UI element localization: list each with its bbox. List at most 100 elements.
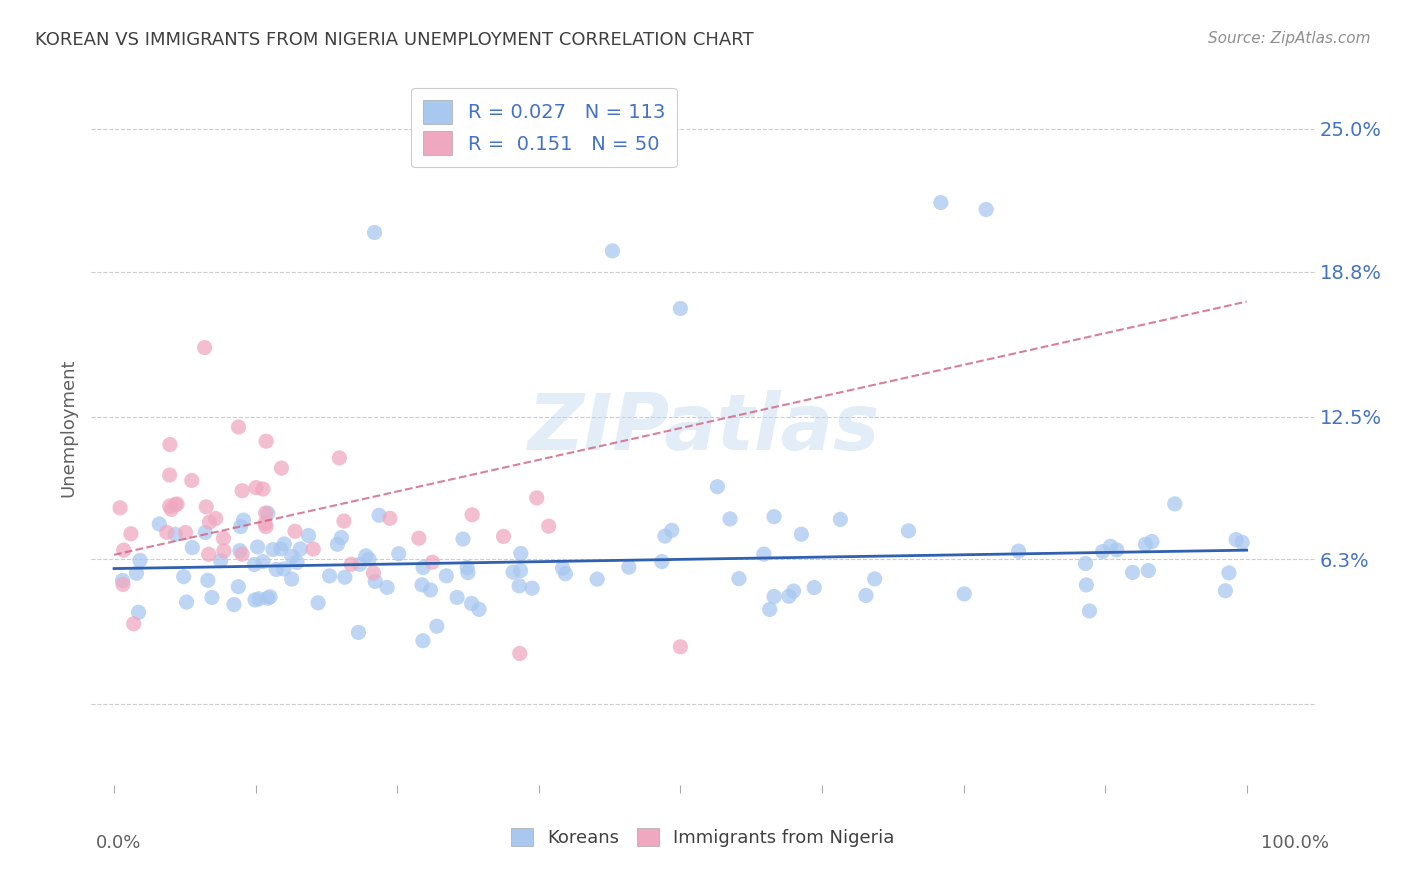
Point: [1105, 542, 1128, 557]
Point: [1099, 539, 1122, 553]
Point: [222, 598, 245, 612]
Point: [197, 547, 219, 561]
Point: [1074, 557, 1097, 571]
Point: [509, 647, 531, 661]
Point: [302, 542, 325, 557]
Point: [252, 555, 274, 569]
Point: [280, 572, 302, 586]
Text: 100.0%: 100.0%: [1261, 834, 1329, 852]
Point: [122, 616, 145, 631]
Point: [254, 516, 277, 531]
Point: [617, 560, 640, 574]
Point: [259, 590, 281, 604]
Point: [551, 561, 574, 575]
Point: [375, 580, 398, 594]
Point: [1215, 583, 1237, 598]
Point: [246, 540, 269, 554]
Point: [112, 543, 135, 558]
Point: [173, 569, 195, 583]
Point: [243, 593, 266, 607]
Point: [270, 541, 292, 556]
Point: [758, 602, 780, 616]
Point: [460, 596, 482, 610]
Point: [204, 511, 226, 525]
Point: [554, 566, 576, 581]
Point: [318, 569, 340, 583]
Point: [378, 511, 401, 525]
Point: [357, 552, 380, 566]
Point: [974, 202, 997, 217]
Point: [198, 515, 221, 529]
Point: [201, 591, 224, 605]
Point: [1218, 566, 1240, 580]
Point: [388, 547, 411, 561]
Point: [328, 450, 350, 465]
Point: [411, 578, 433, 592]
Point: [1007, 544, 1029, 558]
Point: [520, 581, 543, 595]
Point: [194, 525, 217, 540]
Point: [1076, 578, 1098, 592]
Point: [228, 580, 250, 594]
Point: [128, 605, 150, 619]
Point: [354, 549, 377, 563]
Point: [148, 516, 170, 531]
Point: [706, 480, 728, 494]
Point: [412, 560, 434, 574]
Point: [1140, 534, 1163, 549]
Point: [426, 619, 449, 633]
Point: [863, 572, 886, 586]
Text: Source: ZipAtlas.com: Source: ZipAtlas.com: [1208, 31, 1371, 46]
Point: [254, 519, 277, 533]
Point: [290, 541, 312, 556]
Point: [669, 301, 692, 316]
Point: [333, 570, 356, 584]
Point: [446, 591, 468, 605]
Point: [231, 547, 253, 561]
Point: [1135, 537, 1157, 551]
Point: [174, 525, 197, 540]
Point: [254, 434, 277, 449]
Point: [509, 564, 531, 578]
Point: [159, 499, 181, 513]
Point: [897, 524, 920, 538]
Point: [197, 574, 219, 588]
Point: [509, 546, 531, 560]
Point: [718, 512, 741, 526]
Point: [108, 500, 131, 515]
Point: [1121, 566, 1143, 580]
Point: [347, 625, 370, 640]
Point: [264, 562, 287, 576]
Point: [176, 595, 198, 609]
Point: [273, 537, 295, 551]
Legend: Koreans, Immigrants from Nigeria: Koreans, Immigrants from Nigeria: [512, 828, 894, 847]
Point: [212, 544, 235, 558]
Point: [661, 524, 683, 538]
Point: [763, 509, 786, 524]
Point: [456, 560, 478, 574]
Point: [1091, 544, 1114, 558]
Point: [492, 529, 515, 543]
Point: [654, 529, 676, 543]
Point: [245, 481, 267, 495]
Point: [254, 506, 277, 520]
Point: [1078, 604, 1101, 618]
Point: [231, 483, 253, 498]
Point: [257, 506, 280, 520]
Point: [129, 553, 152, 567]
Point: [281, 549, 304, 564]
Point: [111, 577, 134, 591]
Point: [252, 482, 274, 496]
Point: [247, 591, 270, 606]
Point: [307, 596, 329, 610]
Point: [111, 574, 134, 588]
Point: [953, 587, 976, 601]
Point: [457, 566, 479, 580]
Text: ZIPatlas: ZIPatlas: [527, 390, 879, 467]
Point: [368, 508, 391, 523]
Point: [855, 589, 877, 603]
Point: [262, 542, 284, 557]
Point: [763, 590, 786, 604]
Point: [285, 555, 308, 569]
Point: [364, 574, 387, 589]
